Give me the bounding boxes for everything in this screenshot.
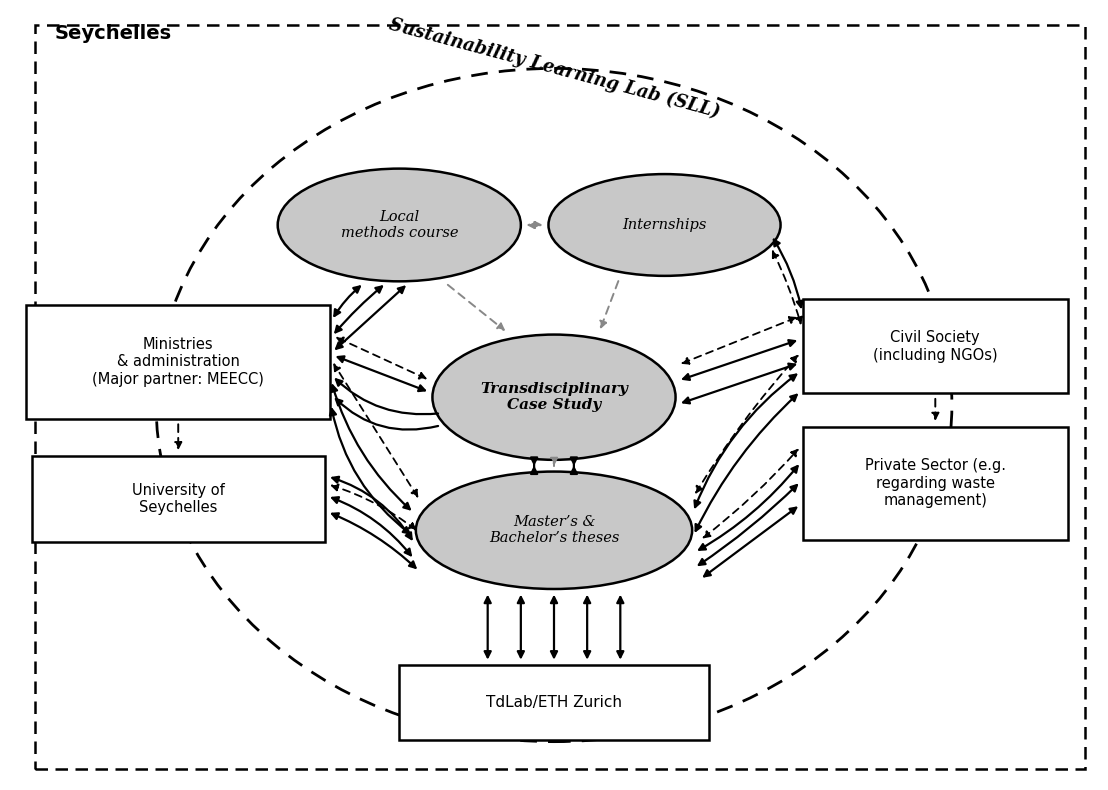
FancyArrowPatch shape [696,356,798,492]
FancyArrowPatch shape [332,477,412,539]
FancyArrowPatch shape [336,399,438,430]
Text: University of
Seychelles: University of Seychelles [132,483,225,515]
FancyArrowPatch shape [684,340,796,380]
FancyArrowPatch shape [332,497,411,555]
Text: Local
methods course: Local methods course [340,210,458,240]
FancyArrowPatch shape [331,386,410,510]
FancyArrowPatch shape [336,287,404,348]
FancyArrowPatch shape [695,374,797,507]
FancyArrowPatch shape [332,484,416,529]
FancyArrowPatch shape [337,337,425,378]
Ellipse shape [432,335,676,460]
FancyArrowPatch shape [175,424,182,448]
Ellipse shape [416,472,692,589]
FancyArrowPatch shape [338,356,424,391]
Text: Sustainability Learning Lab (SLL): Sustainability Learning Lab (SLL) [387,15,721,122]
FancyBboxPatch shape [802,299,1068,393]
FancyArrowPatch shape [772,251,802,323]
Text: TdLab/ETH Zurich: TdLab/ETH Zurich [486,695,622,710]
Text: Master’s &
Bachelor’s theses: Master’s & Bachelor’s theses [489,515,619,545]
FancyArrowPatch shape [448,285,504,329]
FancyArrowPatch shape [551,597,557,657]
FancyArrowPatch shape [684,363,796,404]
FancyArrowPatch shape [571,457,577,474]
FancyArrowPatch shape [773,239,803,307]
FancyArrowPatch shape [531,457,537,474]
FancyArrowPatch shape [484,597,491,657]
FancyArrowPatch shape [335,287,360,316]
FancyArrowPatch shape [332,514,416,568]
FancyArrowPatch shape [584,597,591,657]
FancyArrowPatch shape [704,508,797,577]
FancyArrowPatch shape [517,597,524,657]
FancyArrowPatch shape [699,485,797,565]
FancyArrowPatch shape [683,318,796,363]
FancyArrowPatch shape [551,457,557,465]
FancyArrowPatch shape [336,287,382,333]
FancyBboxPatch shape [27,305,330,419]
FancyArrowPatch shape [696,395,797,531]
Text: Internships: Internships [623,218,707,232]
FancyArrowPatch shape [601,281,618,327]
FancyBboxPatch shape [399,665,709,739]
FancyArrowPatch shape [932,399,938,419]
FancyArrowPatch shape [699,466,798,550]
Ellipse shape [548,174,780,276]
Text: Seychelles: Seychelles [54,24,172,43]
Ellipse shape [278,168,521,281]
FancyArrowPatch shape [335,364,418,496]
FancyArrowPatch shape [330,409,410,533]
FancyBboxPatch shape [32,456,325,542]
FancyArrowPatch shape [704,450,798,537]
FancyBboxPatch shape [802,427,1068,540]
Text: Civil Society
(including NGOs): Civil Society (including NGOs) [873,330,997,363]
Text: Ministries
& administration
(Major partner: MEECC): Ministries & administration (Major partn… [92,337,264,387]
FancyArrowPatch shape [617,597,624,657]
FancyArrowPatch shape [336,379,438,414]
Text: Private Sector (e.g.
regarding waste
management): Private Sector (e.g. regarding waste man… [865,458,1006,508]
FancyArrowPatch shape [529,222,541,228]
Text: Transdisciplinary
Case Study: Transdisciplinary Case Study [480,382,628,412]
